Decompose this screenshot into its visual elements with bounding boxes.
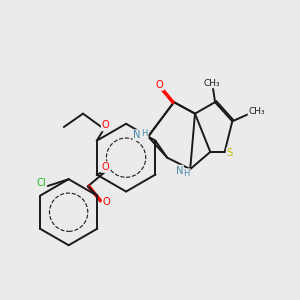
Text: H: H	[184, 169, 190, 178]
Text: S: S	[227, 148, 233, 158]
Text: O: O	[103, 197, 110, 207]
Text: O: O	[101, 162, 109, 172]
Text: N: N	[176, 166, 183, 176]
Text: O: O	[102, 121, 110, 130]
Text: Cl: Cl	[37, 178, 46, 188]
Text: H: H	[142, 129, 148, 138]
Text: O: O	[156, 80, 164, 90]
Text: CH₃: CH₃	[248, 107, 265, 116]
Text: CH₃: CH₃	[204, 79, 220, 88]
Text: N: N	[134, 130, 141, 140]
